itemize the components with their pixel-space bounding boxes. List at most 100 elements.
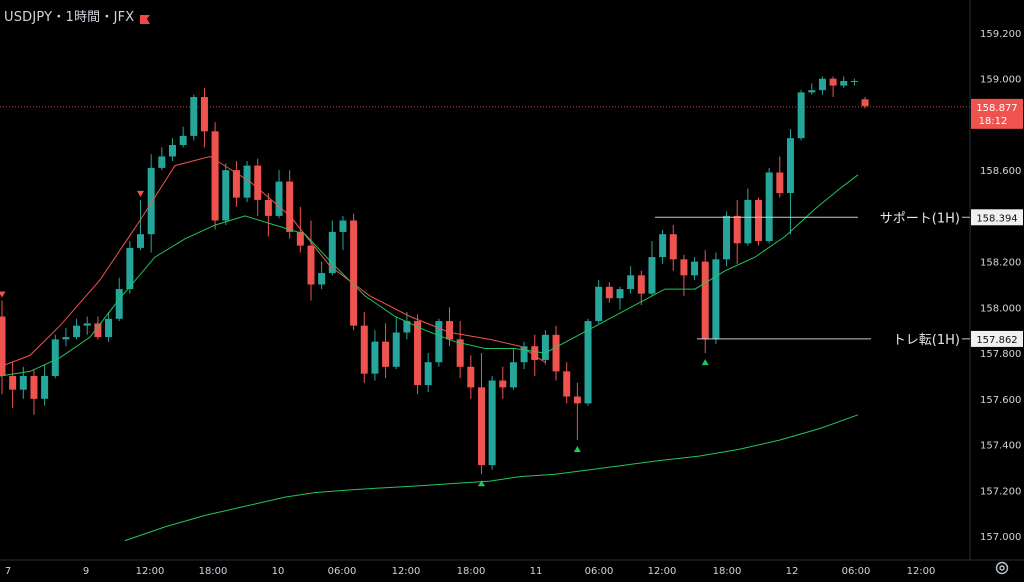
candle-body[interactable] <box>115 289 123 319</box>
candle-body[interactable] <box>552 334 560 372</box>
flag-icon[interactable] <box>140 10 151 24</box>
candle-body[interactable] <box>414 321 422 386</box>
candle-body[interactable] <box>786 138 794 194</box>
candle-body[interactable] <box>126 247 134 290</box>
candle-body[interactable] <box>222 170 230 221</box>
candle-body[interactable] <box>691 261 699 276</box>
candle-body[interactable] <box>73 325 81 338</box>
x-tick-label: 10 <box>272 566 285 577</box>
candle-body[interactable] <box>595 286 603 322</box>
candle-body[interactable] <box>637 275 645 294</box>
candle-body[interactable] <box>648 257 656 294</box>
candle-body[interactable] <box>563 371 571 397</box>
current-price-badge <box>971 98 1023 129</box>
candle-body[interactable] <box>168 145 176 157</box>
candle-body[interactable] <box>179 135 187 146</box>
x-tick-label: 12:00 <box>907 566 936 577</box>
candle-body[interactable] <box>477 387 485 466</box>
candle-body[interactable] <box>723 215 731 260</box>
candle-body[interactable] <box>669 234 677 260</box>
candle-body[interactable] <box>861 99 869 107</box>
candle-body[interactable] <box>755 199 763 242</box>
candle-body[interactable] <box>339 220 347 232</box>
candle-body[interactable] <box>403 321 411 333</box>
candle-body[interactable] <box>232 170 240 198</box>
settings-gear-icon[interactable] <box>992 558 1012 578</box>
candle-body[interactable] <box>531 346 539 360</box>
candle-body[interactable] <box>733 215 741 244</box>
candle-body[interactable] <box>701 261 709 340</box>
x-tick-label: 7 <box>5 566 11 577</box>
candle-body[interactable] <box>509 362 517 388</box>
candle-body[interactable] <box>147 167 155 235</box>
candle-body[interactable] <box>605 286 613 299</box>
candle-body[interactable] <box>318 273 326 285</box>
annotation-label[interactable]: サポート(1H) <box>880 211 960 226</box>
candle-body[interactable] <box>584 321 592 404</box>
sell-signal-marker <box>0 291 6 298</box>
candle-body[interactable] <box>808 90 816 93</box>
candle-body[interactable] <box>446 321 454 340</box>
candle-body[interactable] <box>744 199 752 244</box>
candle-body[interactable] <box>435 321 443 363</box>
candle-body[interactable] <box>275 181 283 216</box>
candle-body[interactable] <box>296 231 304 246</box>
candle-body[interactable] <box>499 380 507 388</box>
candle-body[interactable] <box>30 375 38 399</box>
candle-body[interactable] <box>158 156 166 168</box>
candle-body[interactable] <box>520 346 528 363</box>
current-price-value: 158.877 <box>976 103 1017 114</box>
candle-body[interactable] <box>83 323 91 326</box>
candle-body[interactable] <box>328 231 336 274</box>
candle-body[interactable] <box>350 220 358 326</box>
candle-body[interactable] <box>392 332 400 367</box>
moving-average-mid <box>0 174 859 377</box>
candle-body[interactable] <box>467 366 475 388</box>
candle-body[interactable] <box>19 375 27 390</box>
candle-body[interactable] <box>829 78 837 86</box>
candle-body[interactable] <box>850 81 858 83</box>
candle-body[interactable] <box>0 316 6 376</box>
candle-body[interactable] <box>627 275 635 290</box>
candle-body[interactable] <box>659 234 667 258</box>
candle-body[interactable] <box>190 97 198 136</box>
candle-body[interactable] <box>456 339 464 367</box>
candle-body[interactable] <box>765 172 773 242</box>
x-tick-label: 06:00 <box>585 566 614 577</box>
candle-body[interactable] <box>211 131 219 221</box>
candle-body[interactable] <box>360 325 368 374</box>
candle-body[interactable] <box>680 259 688 276</box>
candle-body[interactable] <box>307 245 315 285</box>
symbol-title[interactable]: USDJPY・1時間・JFX <box>4 9 135 25</box>
candle-body[interactable] <box>254 165 262 200</box>
candle-body[interactable] <box>137 234 145 248</box>
candle-body[interactable] <box>243 165 251 198</box>
candle-body[interactable] <box>840 81 848 86</box>
candle-body[interactable] <box>62 337 70 340</box>
candle-body[interactable] <box>94 323 102 338</box>
annotation-label[interactable]: トレ転(1H) <box>893 333 960 348</box>
candle-body[interactable] <box>51 339 59 376</box>
candle-body[interactable] <box>776 172 784 194</box>
candle-body[interactable] <box>616 289 624 299</box>
candle-body[interactable] <box>712 259 720 340</box>
candle-body[interactable] <box>573 396 581 404</box>
candle-body[interactable] <box>200 97 208 132</box>
candle-body[interactable] <box>541 334 549 360</box>
candle-body[interactable] <box>797 92 805 139</box>
candle-body[interactable] <box>424 362 432 386</box>
candle-body[interactable] <box>41 375 49 399</box>
candle-body[interactable] <box>264 199 272 216</box>
candle-body[interactable] <box>488 380 496 466</box>
candle-body[interactable] <box>286 181 294 232</box>
candle-body[interactable] <box>818 78 826 91</box>
y-tick-label: 158.600 <box>980 166 1021 177</box>
candle-body[interactable] <box>105 318 113 338</box>
candle-body[interactable] <box>9 375 17 390</box>
candle-body[interactable] <box>382 341 390 367</box>
y-tick-label: 159.200 <box>980 29 1021 40</box>
bar-countdown: 18:12 <box>979 116 1008 127</box>
moving-average-short <box>0 155 546 368</box>
candle-body[interactable] <box>371 341 379 374</box>
